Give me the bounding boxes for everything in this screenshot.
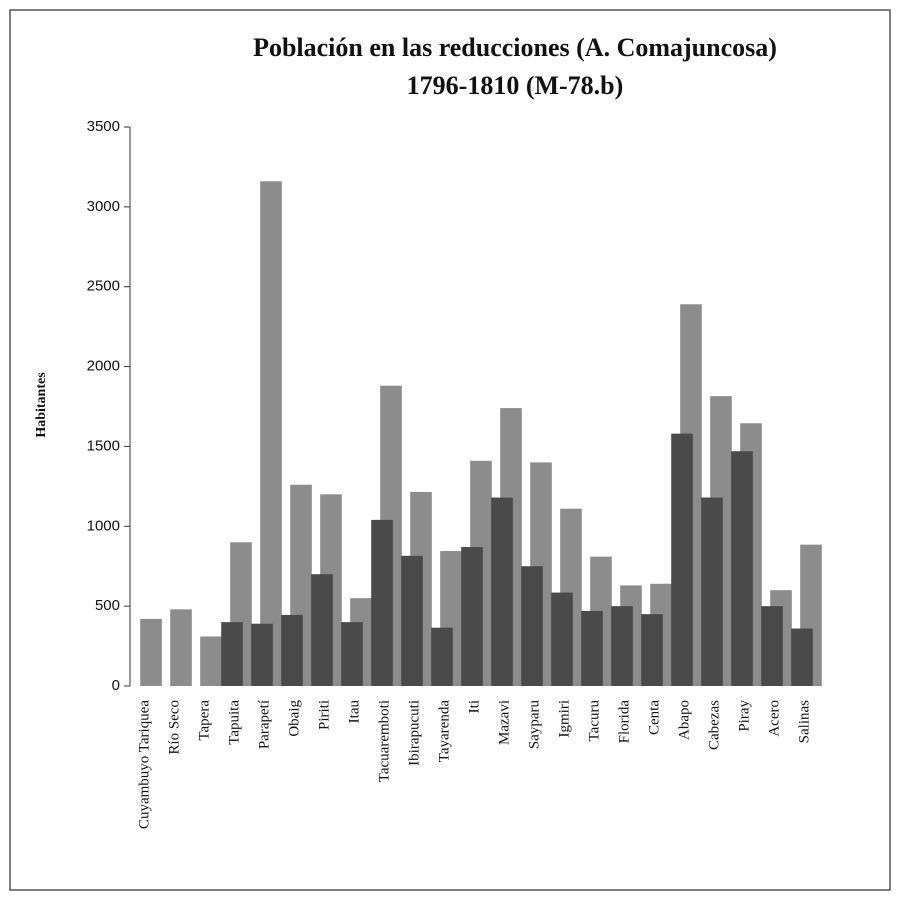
y-tick-label: 500 bbox=[95, 597, 120, 614]
x-tick-label: Cabezas bbox=[706, 700, 722, 750]
bar bbox=[200, 636, 222, 686]
x-tick-label: Florida bbox=[616, 700, 632, 744]
bar bbox=[221, 622, 243, 686]
bar bbox=[491, 497, 513, 686]
x-tick-label: Piriti bbox=[316, 700, 332, 730]
bar bbox=[701, 497, 723, 686]
bar bbox=[140, 618, 162, 686]
bar bbox=[260, 181, 282, 686]
y-tick-label: 3500 bbox=[87, 118, 120, 135]
y-tick-label: 0 bbox=[112, 677, 120, 694]
bar bbox=[461, 547, 483, 686]
x-tick-label: Piray bbox=[736, 700, 752, 732]
x-tick-label: Itau bbox=[346, 700, 362, 724]
bar bbox=[311, 574, 333, 686]
x-tick-label: Tacuaremboti bbox=[376, 700, 392, 782]
x-tick-label: Iti bbox=[466, 700, 482, 713]
chart-subtitle: 1796-1810 (M-78.b) bbox=[407, 71, 624, 100]
y-tick-label: 2500 bbox=[87, 278, 120, 295]
bar bbox=[281, 614, 303, 686]
y-tick-label: 3000 bbox=[87, 198, 120, 215]
y-tick-label: 1500 bbox=[87, 437, 120, 454]
bar bbox=[611, 606, 633, 686]
x-tick-label: Igmiri bbox=[556, 700, 572, 738]
y-tick-label: 2000 bbox=[87, 358, 120, 375]
x-tick-label: Mazavi bbox=[496, 700, 512, 745]
x-tick-label: Parapetí bbox=[256, 700, 272, 749]
bar bbox=[431, 627, 453, 686]
x-tick-label: Obaig bbox=[286, 700, 302, 737]
bar bbox=[401, 555, 423, 686]
bar bbox=[551, 592, 573, 686]
x-tick-label: Tacuru bbox=[586, 700, 602, 742]
x-tick-label: Tayarenda bbox=[436, 700, 452, 763]
x-tick-label: Río Seco bbox=[166, 700, 182, 755]
x-tick-label: Salinas bbox=[796, 700, 812, 743]
x-tick-label: Cuyambuyo Tariquea bbox=[136, 700, 152, 829]
bar bbox=[371, 519, 393, 686]
x-tick-label: Acero bbox=[766, 700, 782, 737]
x-tick-label: Abapo bbox=[676, 700, 692, 740]
bar bbox=[581, 610, 603, 686]
bar bbox=[521, 566, 543, 686]
bar bbox=[731, 451, 753, 686]
x-tick-label: Ibirapucuti bbox=[406, 700, 422, 766]
x-tick-label: Centa bbox=[646, 700, 662, 735]
x-tick-label: Sayparu bbox=[526, 700, 542, 750]
x-tick-label: Tapera bbox=[196, 700, 212, 741]
bar bbox=[791, 628, 813, 686]
bar bbox=[671, 433, 693, 686]
bar bbox=[641, 614, 663, 686]
y-axis-label: Habitantes bbox=[34, 372, 49, 438]
x-tick-label: Tapuita bbox=[226, 700, 242, 745]
bar bbox=[170, 609, 192, 686]
chart-title: Población en las reducciones (A. Comajun… bbox=[253, 33, 777, 62]
bar bbox=[341, 622, 363, 686]
y-tick-label: 1000 bbox=[87, 517, 120, 534]
bar bbox=[761, 606, 783, 686]
bar bbox=[251, 623, 273, 686]
